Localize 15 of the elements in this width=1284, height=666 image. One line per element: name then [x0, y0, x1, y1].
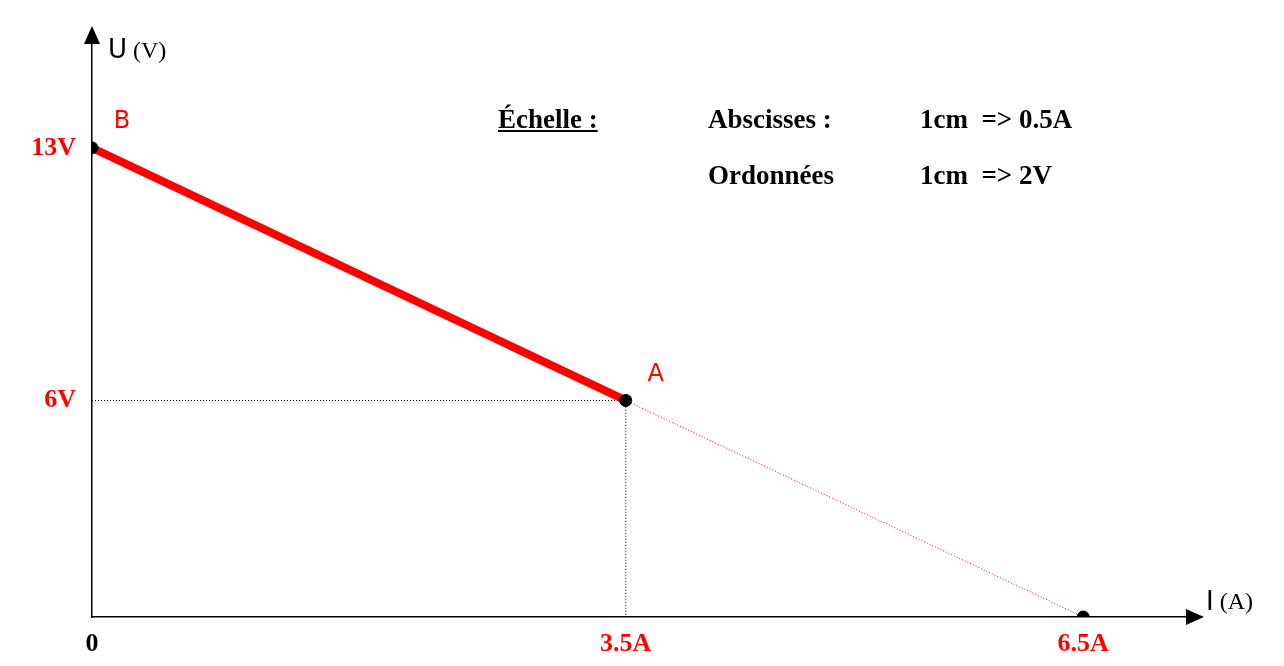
- annotation: 1cm => 0.5A: [920, 104, 1073, 135]
- y-axis-title: U (V): [108, 34, 167, 65]
- x-tick-label: 0: [85, 628, 99, 658]
- x-axis-title: I (A): [1206, 585, 1253, 616]
- annotation: Ordonnées: [708, 160, 835, 191]
- annotation: Échelle :: [498, 104, 598, 135]
- y-tick-label: 13V: [31, 131, 77, 161]
- x-tick-label: 3.5A: [600, 628, 652, 658]
- annotation: Abscisses :: [708, 104, 832, 135]
- y-tick-label: 6V: [44, 384, 77, 414]
- annotation: 1cm => 2V: [920, 160, 1052, 191]
- point: [619, 393, 633, 407]
- x-tick-label: 6.5A: [1057, 628, 1110, 658]
- annotation: A: [647, 358, 665, 387]
- annotation: B: [113, 106, 131, 135]
